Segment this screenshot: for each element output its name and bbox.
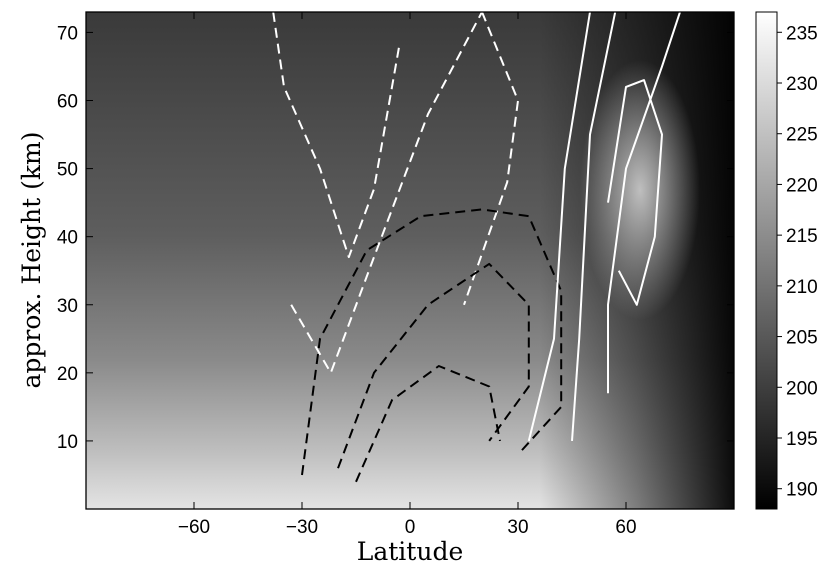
colorbar-tick-label: 225 — [786, 125, 818, 146]
contour-line-white-solid — [607, 79, 663, 306]
contour-line-black-dashed — [337, 262, 530, 469]
colorbar-tick-label: 200 — [786, 378, 818, 399]
colorbar-tick-label: 230 — [786, 74, 818, 95]
colorbar-tick-label: 205 — [786, 328, 818, 349]
x-axis: −60 −30 0 30 60 — [178, 12, 637, 538]
colorbar — [755, 11, 778, 510]
contour-lines — [272, 12, 681, 483]
y-axis: 10 20 30 40 50 60 70 — [57, 23, 734, 453]
contour-line-white-solid — [571, 12, 617, 441]
y-tick-label: 50 — [57, 160, 78, 181]
colorbar-tick-label: 220 — [786, 175, 818, 196]
y-tick-label: 20 — [57, 364, 78, 385]
contour-line-white-solid — [527, 12, 591, 442]
colorbar-axis: 190 195 200 205 210 215 220 225 230 235 — [777, 23, 818, 501]
contour-line-white-dashed — [290, 12, 483, 374]
colorbar-tick-label: 215 — [786, 226, 818, 247]
y-tick-label: 60 — [57, 92, 78, 113]
colorbar-tick-label: 235 — [786, 23, 818, 44]
y-tick-label: 40 — [57, 228, 78, 249]
contour-line-black-dashed — [301, 208, 563, 476]
filled-field — [86, 12, 734, 509]
y-tick-label: 70 — [57, 23, 78, 44]
x-tick-label: 60 — [615, 517, 636, 538]
colorbar-tick-label: 210 — [786, 277, 818, 298]
contour-line-black-dashed — [355, 365, 501, 483]
field-warm-spot — [580, 60, 700, 320]
x-tick-label: −30 — [286, 517, 318, 538]
contour-line-white-solid — [607, 12, 681, 394]
x-axis-title: Latitude — [357, 537, 464, 566]
x-tick-label: 30 — [507, 517, 528, 538]
colorbar-tick-label: 190 — [786, 480, 818, 501]
y-tick-label: 10 — [57, 432, 78, 453]
colorbar-tick-label: 195 — [786, 429, 818, 450]
contour-line-white-dashed — [463, 12, 519, 306]
y-axis-title: approx. Height (km) — [17, 132, 46, 389]
y-tick-label: 30 — [57, 296, 78, 317]
contour-line-white-dashed — [272, 12, 401, 259]
x-tick-label: 0 — [405, 517, 416, 538]
x-tick-label: −60 — [178, 517, 210, 538]
